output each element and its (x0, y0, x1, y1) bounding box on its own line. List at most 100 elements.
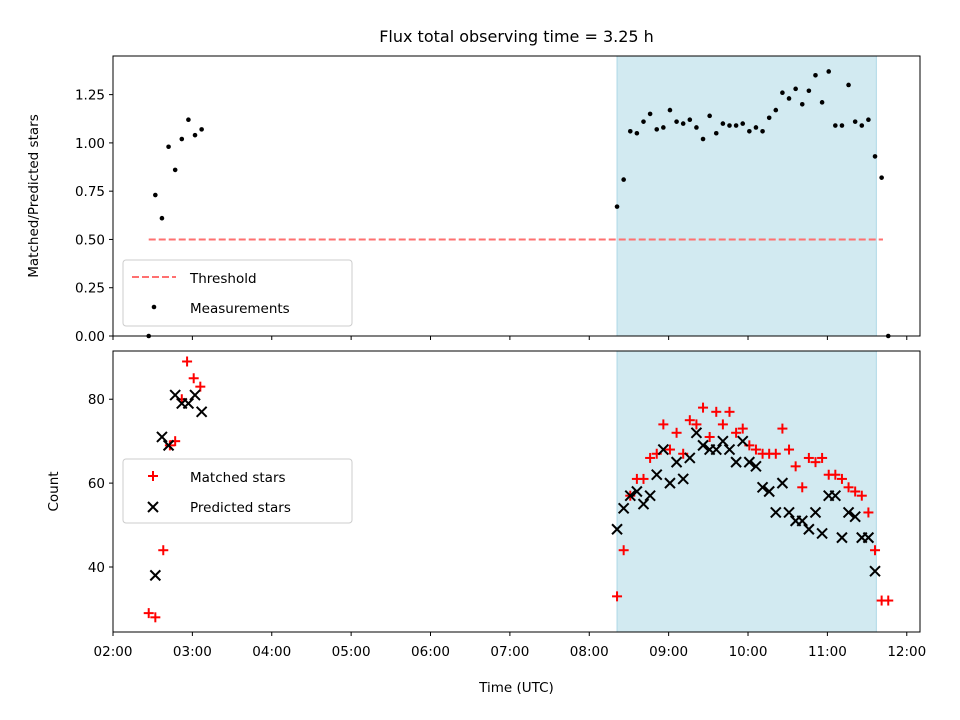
predicted-star-point (169, 389, 181, 401)
bottom-axes-frame (112, 350, 921, 633)
x-tick-label: 03:00 (173, 644, 212, 660)
predicted-star-point (644, 489, 656, 502)
predicted-legend-label: Predicted stars (190, 500, 291, 516)
measurement-point (799, 101, 805, 107)
matched-star-point (150, 612, 161, 623)
cross-b (710, 443, 722, 456)
measurement-point (720, 121, 726, 126)
cross-b (684, 452, 696, 464)
cross-b (670, 456, 683, 468)
matched-star-point (195, 381, 206, 392)
matched-star-point (750, 444, 761, 455)
measurement-point (687, 117, 693, 123)
observing-span-rect (616, 350, 877, 633)
observing-span (616, 55, 877, 337)
predicted-star-point (836, 531, 848, 544)
cross-b (783, 506, 795, 519)
cross-b (730, 456, 742, 468)
predicted-star-point (717, 435, 729, 447)
measurement-point (634, 130, 640, 136)
threshold-legend-label: Threshold (189, 271, 257, 287)
top-legend-box (122, 259, 353, 327)
y-tick-label: 0.75 (75, 184, 105, 200)
x-tick-label: 11:00 (808, 644, 847, 660)
matched-star-point (777, 423, 788, 434)
measurement-point (674, 119, 679, 124)
predicted-star-point (637, 498, 650, 510)
matched-star-point (182, 356, 193, 367)
measurement-point (627, 129, 633, 134)
cross-b (637, 498, 650, 510)
cross-b (836, 531, 848, 544)
measurement-point (694, 125, 699, 130)
x-tick-label: 05:00 (332, 644, 371, 660)
predicted-star-point (651, 469, 663, 481)
measurement-point (700, 136, 706, 142)
measurement-point (641, 119, 646, 124)
measurement-point (846, 82, 851, 88)
x-axis-label: Time (UTC) (478, 680, 554, 696)
matched-star-point (836, 473, 847, 484)
cross-b (651, 469, 663, 481)
cross-b (756, 481, 769, 494)
predicted-star-point (684, 452, 696, 464)
matched-star-point (737, 423, 748, 434)
predicted-star-point (743, 456, 756, 468)
x-ticks: 02:00 03:00 04:00 05:00 06:00 07:00 08:00 09:00… (94, 632, 926, 660)
matched-star-point (618, 545, 629, 556)
measurement-point (819, 100, 825, 105)
predicted-star-point (162, 439, 175, 452)
predicted-star-point (611, 523, 623, 535)
measurement-point (192, 132, 198, 138)
cross-b (644, 489, 656, 502)
measurement-point (747, 129, 752, 134)
measurement-point (733, 123, 739, 128)
predicted-star-point (723, 443, 736, 456)
x-tick-label: 06:00 (411, 644, 450, 660)
predicted-star-point (842, 506, 855, 519)
y-tick-label: 0.00 (75, 329, 105, 345)
measurement-point (753, 125, 759, 130)
matched-star-point (883, 595, 894, 606)
measurement-point (852, 119, 858, 124)
measurement-point (872, 154, 878, 159)
matched-star-point (704, 431, 715, 442)
measurement-point (727, 123, 732, 128)
cross-b (149, 569, 162, 582)
cross-b (763, 485, 775, 498)
cross-b (816, 527, 828, 540)
predicted-star-point (750, 460, 762, 473)
measurement-point (879, 175, 884, 180)
cross-b (776, 477, 789, 489)
y-tick-label: 40 (88, 560, 105, 576)
cross-b (723, 443, 736, 456)
matched-star-point (143, 608, 154, 619)
cross-b (156, 431, 168, 443)
cross-b (611, 523, 623, 535)
matched-star-point (671, 427, 682, 438)
y-tick-label: 0.50 (75, 232, 105, 248)
cross-b (169, 389, 181, 401)
predicted-star-point (796, 515, 808, 527)
predicted-star-point (670, 456, 683, 468)
matched-star-point (856, 490, 867, 501)
cross-b (697, 439, 709, 452)
matched-star-point (645, 452, 656, 463)
measurement-point (621, 177, 626, 182)
x-tick-label: 10:00 (729, 644, 768, 660)
measurement-point (707, 113, 712, 119)
top-axes-frame (112, 55, 921, 337)
predicted-star-point (664, 477, 676, 489)
measurements-legend-label: Measurements (190, 301, 290, 317)
matched-star-point (843, 482, 854, 493)
predicted-star-point (737, 435, 749, 447)
predicted-star-point (803, 523, 815, 535)
matched-star-point (188, 373, 199, 384)
predicted-star-point (816, 527, 828, 540)
matched-star-point (691, 419, 702, 430)
cross-b (743, 456, 756, 468)
y-tick-label: 1.00 (75, 136, 105, 152)
x-tick-label: 08:00 (570, 644, 609, 660)
measurement-point (826, 69, 832, 74)
top-legend: Threshold Measurements (122, 259, 353, 327)
